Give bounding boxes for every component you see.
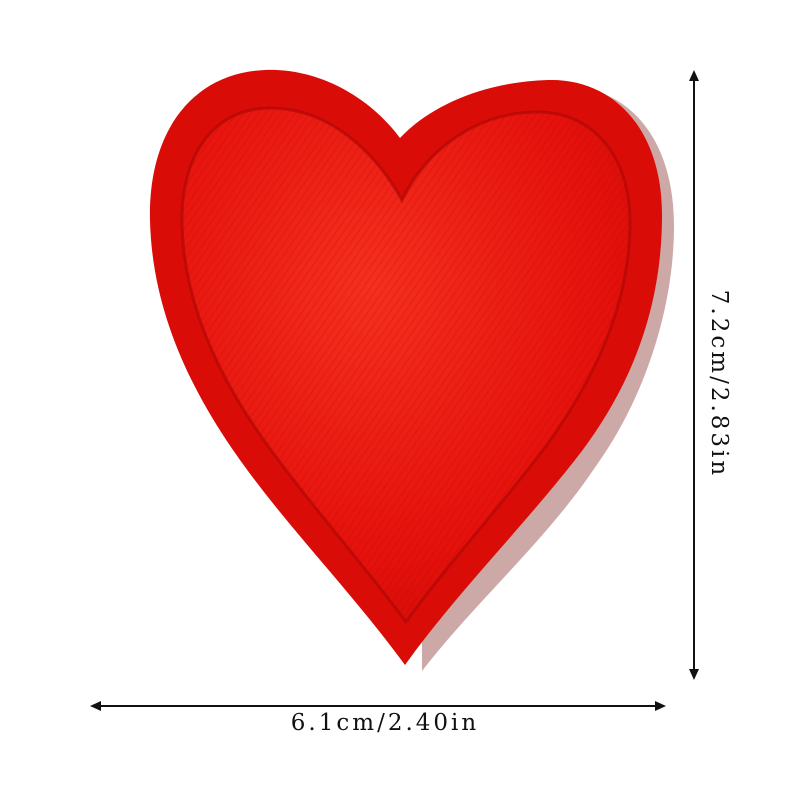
heart-patch-stitch-line [180, 106, 632, 625]
width-dimension-arrow [90, 701, 666, 711]
height-dimension-arrow [689, 70, 699, 680]
width-label: 6.1cm/2.40in [290, 710, 480, 736]
heart-patch-texture [181, 108, 630, 622]
height-label: 7.2cm/2.83in [706, 289, 732, 479]
